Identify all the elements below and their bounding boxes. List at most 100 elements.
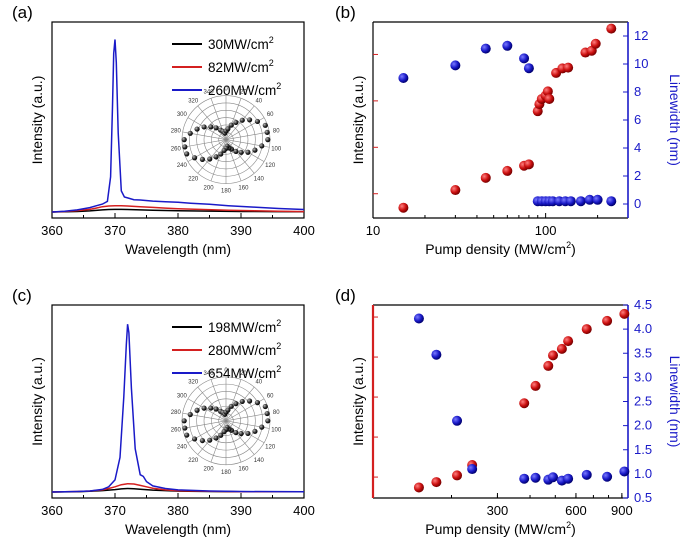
linewidth-point bbox=[413, 313, 424, 324]
x-tick-label: 370 bbox=[104, 503, 126, 518]
polar-point bbox=[228, 403, 234, 409]
linewidth-point bbox=[523, 63, 534, 74]
linewidth-point bbox=[480, 43, 491, 54]
polar-point bbox=[184, 432, 190, 438]
polar-point bbox=[239, 398, 245, 405]
polar-point bbox=[213, 125, 219, 131]
polar-spoke bbox=[225, 139, 265, 162]
series-line-654MW-cm2 bbox=[51, 324, 305, 493]
polar-angle-label: 180 bbox=[221, 189, 232, 195]
polar-point bbox=[181, 137, 187, 143]
polar-angle-label: 340 bbox=[204, 90, 215, 96]
y-right-tick-label: 1.0 bbox=[634, 466, 652, 481]
linewidth-point bbox=[548, 472, 559, 483]
x-tick-label: 100 bbox=[535, 223, 557, 238]
polar-angle-label: 300 bbox=[177, 112, 188, 118]
linewidth-point bbox=[502, 40, 513, 51]
intensity-point bbox=[590, 38, 601, 49]
intensity-point bbox=[563, 62, 574, 73]
polar-point bbox=[259, 424, 265, 430]
polar-point bbox=[208, 124, 214, 130]
polar-point bbox=[246, 117, 253, 123]
y-axis-label: Intensity (a.u.) bbox=[350, 357, 366, 446]
polar-point bbox=[182, 425, 188, 431]
polar-point bbox=[246, 398, 253, 404]
y-right-tick-label: 3.5 bbox=[634, 345, 652, 360]
x-tick-label: 600 bbox=[565, 503, 587, 518]
polar-point bbox=[228, 122, 234, 128]
polar-point bbox=[252, 147, 258, 153]
x-axis-label: Wavelength (nm) bbox=[125, 241, 231, 257]
polar-angle-label: 260 bbox=[171, 428, 182, 434]
x-tick-label: 370 bbox=[104, 223, 126, 238]
y-right-tick-label: 2.5 bbox=[634, 394, 652, 409]
polar-point bbox=[207, 156, 213, 162]
x-tick-label: 360 bbox=[41, 223, 63, 238]
polar-angle-label: 80 bbox=[273, 410, 280, 416]
polar-angle-label: 0 bbox=[224, 87, 228, 93]
series-line-260MW-cm2 bbox=[51, 39, 305, 213]
polar-angle-label: 240 bbox=[177, 444, 188, 450]
linewidth-point bbox=[581, 469, 592, 480]
polar-spoke bbox=[197, 139, 227, 174]
polar-angle-label: 160 bbox=[238, 186, 249, 192]
legend-label: 30MW/cm2 bbox=[208, 35, 274, 52]
polar-spoke bbox=[225, 379, 242, 421]
polar-spoke bbox=[210, 139, 227, 182]
polar-point bbox=[182, 144, 188, 150]
polar-point bbox=[207, 437, 213, 443]
polar-angle-label: 120 bbox=[265, 163, 276, 169]
polar-angle-label: 240 bbox=[177, 163, 188, 169]
polar-point bbox=[218, 151, 224, 157]
y-right-axis-label: Linewidth (nm) bbox=[667, 74, 683, 166]
x-tick-label: 400 bbox=[293, 223, 315, 238]
polar-angle-label: 200 bbox=[204, 467, 215, 473]
linewidth-point bbox=[519, 53, 530, 64]
polar-point bbox=[199, 437, 206, 444]
polar-point bbox=[187, 130, 193, 136]
y-axis-label: Intensity (a.u.) bbox=[29, 357, 45, 446]
polar-point bbox=[187, 411, 193, 418]
polar-point bbox=[239, 117, 245, 123]
polar-angle-label: 140 bbox=[254, 458, 265, 464]
polar-angle-label: 280 bbox=[171, 129, 182, 135]
polar-point bbox=[208, 405, 214, 411]
intensity-point bbox=[452, 470, 463, 481]
panel-label: (c) bbox=[12, 286, 32, 305]
intensity-point bbox=[548, 350, 559, 361]
polar-angle-label: 340 bbox=[204, 371, 215, 377]
x-tick-label: 390 bbox=[230, 223, 252, 238]
polar-point bbox=[225, 126, 231, 132]
linewidth-point bbox=[563, 473, 574, 484]
series-line-30MW-cm2 bbox=[51, 208, 305, 213]
polar-point bbox=[221, 429, 227, 435]
intensity-point bbox=[502, 165, 513, 176]
polar-spoke bbox=[225, 386, 255, 421]
polar-point bbox=[245, 430, 251, 437]
x-tick-label: 360 bbox=[41, 503, 63, 518]
polar-angle-label: 140 bbox=[254, 177, 265, 183]
y-right-tick-label: 0.5 bbox=[634, 490, 652, 505]
polar-angle-label: 100 bbox=[271, 428, 282, 434]
x-tick-label: 400 bbox=[293, 503, 315, 518]
polar-point bbox=[191, 155, 198, 161]
polar-point bbox=[238, 430, 244, 437]
linewidth-point bbox=[584, 194, 595, 205]
y-right-tick-label: 12 bbox=[634, 28, 648, 43]
polar-angle-label: 280 bbox=[171, 410, 182, 416]
intensity-point bbox=[581, 324, 592, 335]
linewidth-point bbox=[592, 194, 603, 205]
x-tick-label: 380 bbox=[167, 223, 189, 238]
x-tick-label: 380 bbox=[167, 503, 189, 518]
intensity-point bbox=[519, 398, 530, 409]
y-right-tick-label: 8 bbox=[634, 84, 641, 99]
linewidth-point bbox=[619, 466, 630, 477]
polar-spoke bbox=[225, 412, 270, 422]
polar-spoke bbox=[182, 139, 227, 148]
polar-point bbox=[213, 435, 219, 441]
polar-point bbox=[262, 122, 268, 128]
polar-spoke bbox=[197, 420, 227, 455]
polar-point bbox=[262, 403, 268, 410]
intensity-point bbox=[480, 172, 491, 183]
